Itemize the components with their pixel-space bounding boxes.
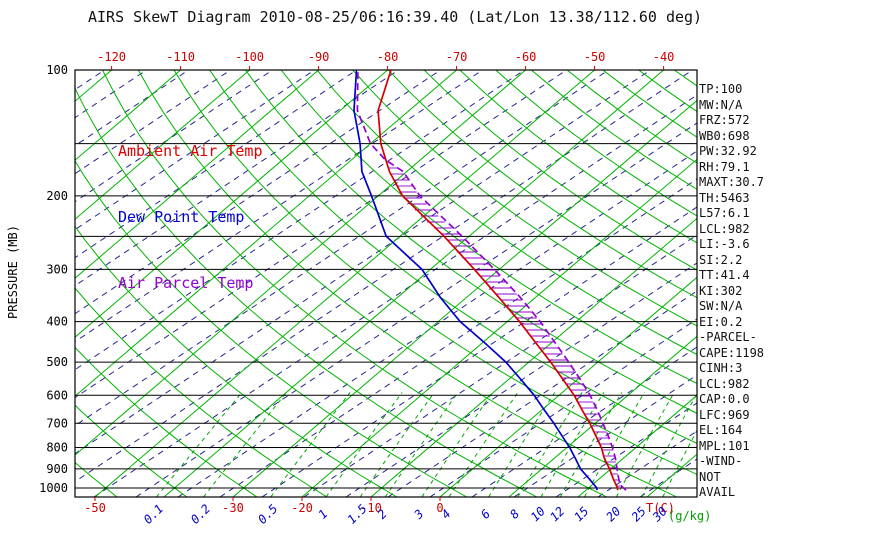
stat-line: LFC:969 — [699, 407, 750, 422]
stat-line: KI:302 — [699, 283, 743, 298]
stat-line: WB0:698 — [699, 128, 750, 143]
top-temp-axis-label: -80 — [377, 50, 399, 64]
mixing-ratio-label: 1 — [315, 507, 330, 522]
mixing-ratio-unit-label: (g/kg) — [668, 509, 711, 523]
mixing-ratio-label: 2 — [375, 507, 390, 522]
pressure-axis-label: 900 — [46, 462, 68, 476]
dry-adiabat-grid — [75, 70, 697, 497]
temp-axis-unit-label: T(C) — [646, 501, 675, 515]
pressure-axis-label: 300 — [46, 262, 68, 276]
stats-panel: TP:100 MW:N/A FRZ:572 WB0:698 PW:32.92 RH:79.… — [699, 82, 764, 501]
mixing-ratio-label: 10 — [528, 504, 548, 524]
pressure-axis-label: 1000 — [39, 481, 68, 495]
stat-line: TT:41.4 — [699, 268, 750, 282]
top-temp-axis-label: -110 — [166, 50, 195, 64]
bottom-temp-axis-label: 0 — [436, 501, 443, 515]
stat-line: SW:N/A — [699, 299, 743, 313]
stat-line: -WIND- — [699, 454, 743, 468]
pressure-axis-label: 800 — [46, 440, 68, 454]
axis-labels: -120 -110 -100 -90 -80 -70 -60 -50 -40-50 -30 -20-… — [6, 50, 711, 527]
bottom-temp-axis-label: -30 — [222, 501, 244, 515]
stat-line: MPL:101 — [699, 438, 750, 453]
mixing-ratio-label: 0.5 — [255, 502, 280, 527]
stat-line: RH:79.1 — [699, 159, 750, 174]
stat-line: SI:2.2 — [699, 252, 743, 267]
stat-line: AVAIL — [699, 485, 736, 499]
bottom-temp-axis-label: -10 — [360, 501, 382, 515]
mixing-ratio-label: 6 — [478, 507, 493, 522]
stat-line: FRZ:572 — [699, 113, 750, 127]
stat-line: -PARCEL- — [699, 330, 757, 344]
stat-line: LI:-3.6 — [699, 237, 750, 251]
stat-line: MAXT:30.7 — [699, 175, 765, 189]
pressure-axis-label: 600 — [46, 388, 68, 402]
top-temp-axis-label: -70 — [446, 50, 468, 64]
pressure-axis-label: 200 — [46, 189, 68, 203]
mixing-ratio-grid — [156, 392, 697, 497]
bottom-temp-axis-label: -50 — [84, 501, 106, 515]
stat-line: EL:164 — [699, 423, 743, 437]
plot-border — [74, 69, 698, 498]
top-temp-axis-label: -50 — [584, 50, 606, 64]
stat-line: LCL:982 — [699, 376, 750, 391]
mixing-ratio-label: 3 — [411, 507, 427, 523]
mixing-ratio-label: 8 — [507, 507, 522, 522]
stat-line: PW:32.92 — [699, 144, 757, 158]
stat-line: L57:6.1 — [699, 206, 750, 220]
pressure-axis-label: 400 — [46, 315, 68, 329]
mixing-ratio-label: 15 — [571, 504, 591, 524]
stat-line: CAPE:1198 — [699, 345, 765, 360]
top-temp-axis-label: -60 — [515, 50, 537, 64]
top-temp-axis-label: -40 — [653, 50, 675, 64]
top-temp-axis-label: -90 — [308, 50, 330, 64]
legend-item-air-parcel: Air Parcel Temp — [118, 274, 254, 292]
ambient-air-temp-curve — [377, 70, 619, 491]
stat-line: MW:N/A — [699, 97, 743, 112]
stat-line: EI:0.2 — [699, 314, 743, 329]
stat-line: NOT — [699, 469, 721, 484]
pressure-axis-label: 500 — [46, 355, 68, 369]
dew-point-temp-curve — [353, 70, 598, 491]
air-parcel-temp-curve — [356, 71, 627, 491]
legend-item-dew-point: Dew Point Temp — [118, 208, 245, 226]
bottom-temp-axis-label: -20 — [291, 501, 313, 515]
mixing-ratio-label: 0.2 — [188, 502, 213, 527]
pressure-axis-label: 700 — [46, 416, 68, 430]
mixing-ratio-label: 0.1 — [141, 502, 166, 527]
top-temp-axis-label: -120 — [97, 50, 126, 64]
top-temp-axis-label: -100 — [235, 50, 264, 64]
stat-line: CINH:3 — [699, 361, 743, 375]
mixing-ratio-label: 20 — [603, 504, 623, 524]
chart-title: AIRS SkewT Diagram 2010-08-25/06:16:39.4… — [88, 8, 703, 26]
legend-item-ambient-temp: Ambient Air Temp — [118, 142, 263, 160]
cape-hatch-area — [388, 167, 622, 487]
chart-legend: Ambient Air Temp Dew Point Temp Air Parc… — [118, 96, 263, 338]
pressure-axis-label: 100 — [46, 63, 68, 77]
stat-line: LCL:982 — [699, 221, 750, 236]
mixing-ratio-label: 4 — [439, 507, 454, 522]
stat-line: TP:100 — [699, 82, 743, 96]
mixing-ratio-label: 12 — [547, 504, 567, 524]
stat-line: TH:5463 — [699, 190, 750, 205]
pressure-axis-title: PRESSURE (MB) — [6, 225, 20, 319]
stat-line: CAP:0.0 — [699, 392, 750, 406]
